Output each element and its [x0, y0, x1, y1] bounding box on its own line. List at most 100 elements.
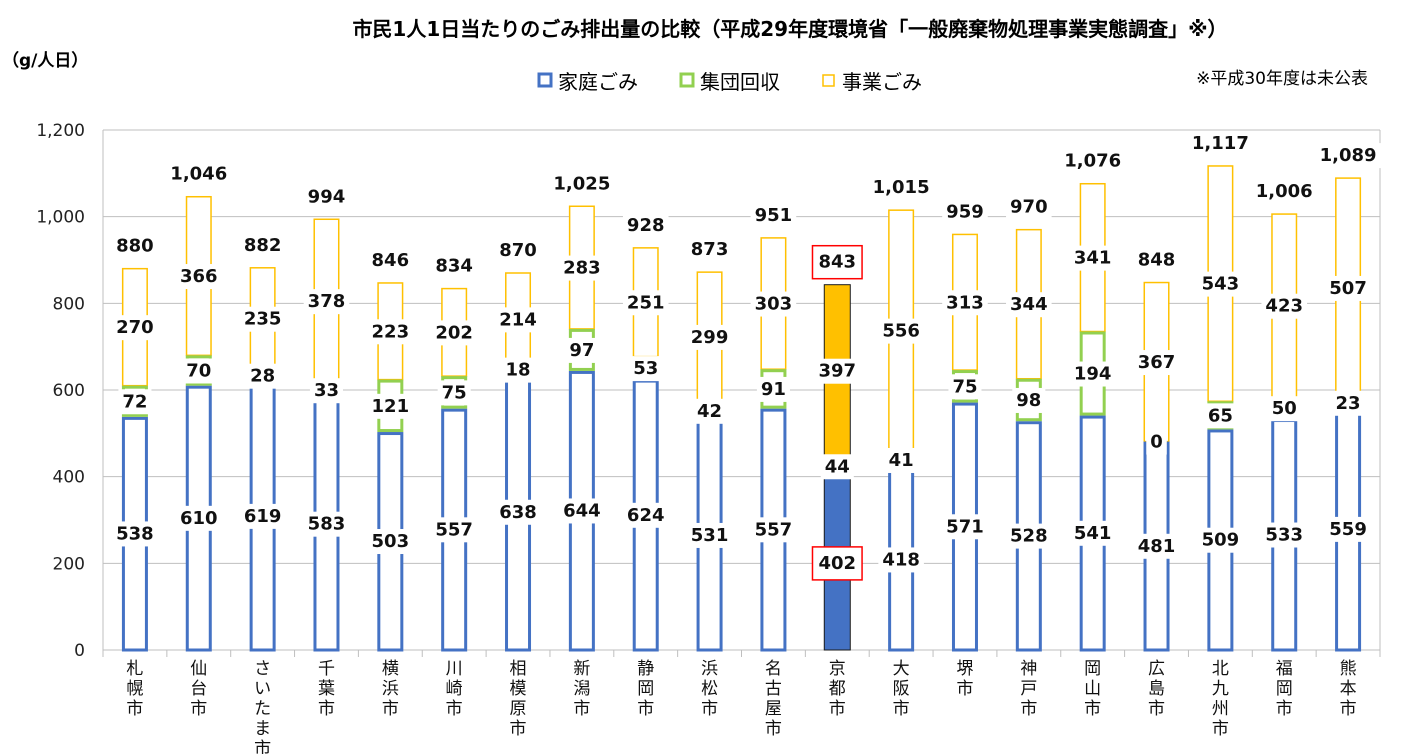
x-category-label: 市: [573, 699, 590, 719]
x-category-label: 岡: [1276, 679, 1293, 699]
label-background: [549, 171, 615, 197]
data-label-business: 344: [1010, 294, 1048, 315]
x-category-label: 堺: [956, 659, 973, 679]
legend-group-label: 集団回収: [700, 70, 780, 94]
label-background: [239, 503, 286, 529]
data-label-total: 1,089: [1320, 145, 1377, 166]
x-category-label: 市: [1148, 699, 1165, 719]
data-label-household: 644: [563, 500, 601, 521]
x-category-label: 市: [190, 699, 207, 719]
x-category-label: 岡: [637, 679, 654, 699]
x-category-label: 仙: [190, 659, 207, 679]
x-category-label: 古: [765, 679, 782, 699]
data-label-household: 528: [1010, 526, 1048, 547]
data-label-group: 23: [1336, 393, 1361, 414]
data-label-total: 1,046: [170, 164, 227, 185]
data-label-total: 873: [691, 239, 729, 260]
x-category-label: 熊: [1340, 659, 1357, 679]
data-label-business: 507: [1329, 278, 1367, 299]
data-label-business: 223: [372, 321, 410, 342]
data-label-total: 1,025: [553, 173, 610, 194]
data-label-household: 610: [180, 508, 218, 529]
label-background: [942, 514, 988, 540]
label-background: [942, 199, 988, 225]
data-label-group: 41: [889, 450, 914, 471]
label-background: [1267, 396, 1301, 422]
data-label-business: 270: [116, 317, 154, 338]
data-label-group: 65: [1208, 405, 1233, 426]
label-background: [118, 389, 152, 415]
legend-business-label: 事業ごみ: [842, 70, 922, 94]
data-label-business: 366: [180, 266, 218, 287]
label-background: [303, 289, 350, 315]
data-label-household: 571: [946, 516, 984, 537]
y-tick-label: 400: [53, 468, 85, 488]
x-category-label: 潟: [573, 679, 590, 699]
label-background: [112, 315, 158, 341]
data-label-total: 1,076: [1064, 151, 1121, 172]
grid-layer: [103, 129, 1381, 651]
label-background: [495, 307, 541, 333]
data-label-business: 235: [244, 309, 282, 330]
label-background: [622, 212, 669, 238]
x-category-label: た: [254, 699, 271, 719]
data-label-group: 44: [825, 456, 850, 477]
label-background: [182, 358, 216, 384]
label-background: [1006, 194, 1052, 220]
label-background: [1133, 247, 1180, 273]
data-label-business: 423: [1265, 296, 1303, 317]
data-label-total: 959: [946, 201, 984, 222]
data-label-group: 0: [1150, 432, 1163, 453]
label-background: [501, 357, 535, 383]
data-label-business: 378: [308, 291, 346, 312]
bar-layer: [121, 165, 1362, 652]
label-background: [750, 202, 797, 228]
x-category-label: 原: [510, 699, 527, 719]
x-category-label: 京: [829, 659, 846, 679]
x-category-label: 幌: [126, 679, 143, 699]
label-background: [686, 237, 733, 263]
label-background: [239, 306, 286, 332]
data-label-household: 509: [1202, 530, 1240, 551]
data-label-household: 538: [116, 523, 154, 544]
label-background: [693, 398, 727, 424]
x-category-label: 模: [510, 679, 527, 699]
data-label-business: 202: [435, 322, 473, 343]
data-label-group: 75: [952, 376, 977, 397]
data-label-group: 91: [761, 379, 786, 400]
label-background: [437, 380, 471, 406]
data-label-household: 531: [691, 525, 729, 546]
label-background: [1325, 516, 1371, 542]
data-label-group: 98: [1016, 390, 1041, 411]
data-label-total: 928: [627, 215, 665, 236]
label-background: [686, 324, 733, 350]
x-category-label: 都: [829, 679, 846, 699]
x-category-label: 浜: [382, 679, 399, 699]
x-category-label: 札: [126, 659, 143, 679]
data-label-total: 870: [499, 240, 537, 261]
label-background: [1006, 523, 1052, 549]
data-label-business: 214: [499, 309, 537, 330]
data-label-total: 848: [1138, 250, 1176, 271]
label-background: [367, 393, 414, 419]
label-background: [878, 318, 924, 344]
x-category-label: 神: [1020, 659, 1037, 679]
y-tick-label: 0: [74, 641, 85, 661]
data-label-business: 341: [1074, 248, 1112, 269]
label-background: [622, 502, 669, 528]
x-category-label: 相: [510, 659, 527, 679]
data-label-household: 638: [499, 502, 537, 523]
data-label-business: 313: [946, 292, 984, 313]
label-background: [1261, 522, 1308, 548]
label-background: [756, 376, 790, 402]
data-label-household: 541: [1074, 523, 1112, 544]
label-background: [431, 320, 477, 346]
highlight-label-box: [811, 546, 863, 581]
label-background: [309, 378, 344, 404]
data-label-group: 194: [1074, 364, 1112, 385]
label-background: [1325, 275, 1371, 301]
data-label-group: 50: [1272, 398, 1297, 419]
label-background: [1187, 130, 1253, 156]
x-category-label: 静: [637, 659, 654, 679]
